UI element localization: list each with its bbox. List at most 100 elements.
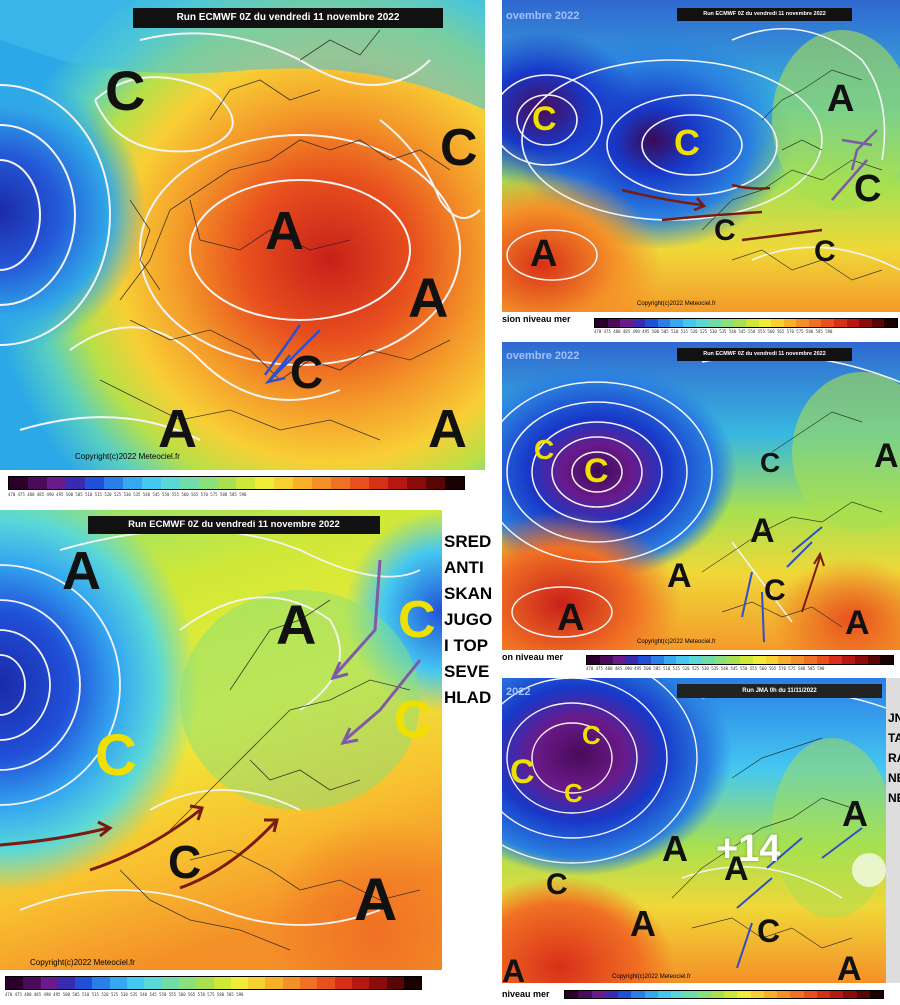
side-text-line: TA — [888, 731, 900, 745]
legend-caption: niveau mer — [502, 989, 550, 999]
colorbar-swatch — [369, 977, 387, 989]
map-title: Run ECMWF 0Z du vendredi 11 novembre 202… — [677, 348, 852, 361]
colorbar-swatch — [737, 991, 751, 998]
colorbar-swatch — [127, 977, 145, 989]
colorbar-ticks: 470 475 480 485 490 495 500 505 510 515 … — [8, 492, 247, 497]
colorbar-swatch — [369, 477, 389, 489]
side-text-line: SKAN — [444, 584, 493, 603]
low-pressure-marker: C — [398, 591, 436, 649]
colorbar-swatch — [103, 477, 123, 489]
high-pressure-marker: A — [530, 233, 558, 275]
colorbar-ticks: 470 475 480 485 490 495 500 505 510 515 … — [586, 666, 825, 671]
side-text-line: SEVE — [444, 662, 490, 681]
side-text-line: I TOP — [444, 636, 489, 655]
colorbar-swatch — [843, 991, 857, 998]
low-pressure-marker: C — [290, 346, 324, 398]
colorbar-swatch — [46, 477, 66, 489]
colorbar-swatch — [444, 477, 464, 489]
colorbar-ticks: 470 475 480 485 490 495 500 505 510 515 … — [5, 992, 244, 997]
legend-caption: on niveau mer — [502, 652, 564, 662]
colorbar-swatch — [386, 977, 404, 989]
map-title: Run ECMWF 0Z du vendredi 11 novembre 202… — [677, 8, 852, 21]
side-text-line: SRED — [444, 532, 492, 551]
colorbar-swatch — [65, 477, 85, 489]
side-text-line: ANTI — [444, 558, 484, 577]
colorbar-swatch — [803, 656, 817, 664]
colorbar-swatch — [161, 977, 179, 989]
colorbar-swatch — [599, 656, 613, 664]
overlay-more-count[interactable]: +14 — [716, 828, 781, 870]
colorbar-swatch — [763, 991, 777, 998]
colorbar-swatch — [650, 656, 664, 664]
high-pressure-marker: A — [837, 950, 862, 988]
colorbar-swatch — [710, 991, 724, 998]
side-text-column: SRED ANTI SKAN JUGO I TOP SEVE HLAD — [444, 529, 500, 711]
colorbar-swatch — [758, 319, 772, 327]
title-fragment: ovembre 2022 — [506, 350, 580, 362]
colorbar-swatch — [644, 991, 658, 998]
high-pressure-marker: A — [557, 597, 585, 639]
colorbar-swatch — [771, 319, 784, 327]
colorbar-swatch — [334, 977, 352, 989]
colorbar-swatch — [92, 977, 110, 989]
colorbar-swatch — [317, 977, 335, 989]
colorbar-swatch — [9, 477, 28, 489]
side-text-line: NE — [888, 791, 900, 805]
colorbar-swatch — [312, 477, 332, 489]
colorbar-swatch — [829, 656, 842, 664]
colorbar-swatch — [871, 319, 885, 327]
map-title: Run JMA 0h du 11/11/2022 — [677, 684, 882, 698]
low-pressure-marker: C — [564, 778, 583, 808]
tile-divider — [485, 0, 502, 508]
colorbar-swatch — [783, 319, 797, 327]
colorbar-swatch — [854, 656, 868, 664]
pressure-map — [502, 678, 886, 983]
high-pressure-marker: A — [158, 399, 197, 459]
colorbar-swatch — [196, 977, 214, 989]
high-pressure-marker: A — [724, 850, 749, 888]
low-pressure-marker: C — [674, 122, 700, 163]
colorbar-swatch — [727, 656, 740, 664]
colorbar-swatch — [274, 477, 294, 489]
colorbar-swatch — [213, 977, 231, 989]
title-fragment: 2022 — [506, 686, 531, 698]
colorbar-swatch — [859, 319, 872, 327]
colorbar-swatch — [331, 477, 351, 489]
low-pressure-marker: C — [760, 447, 781, 478]
colorbar-swatch — [697, 991, 711, 998]
colorbar-swatch — [587, 656, 600, 664]
colorbar-swatch — [350, 477, 370, 489]
side-text-line: JN — [888, 711, 900, 725]
colorbar-swatch — [720, 319, 734, 327]
colorbar-swatch — [689, 656, 702, 664]
low-pressure-marker: C — [440, 119, 478, 177]
high-pressure-marker: A — [845, 604, 870, 642]
map-top-left: Run ECMWF 0Z du vendredi 11 novembre 202… — [0, 0, 485, 508]
colorbar-swatch — [141, 477, 161, 489]
colorbar-swatch — [846, 319, 860, 327]
colorbar-swatch — [160, 477, 180, 489]
low-pressure-marker: C — [532, 100, 557, 138]
pressure-map — [0, 0, 485, 470]
colorbar-swatch — [595, 319, 608, 327]
colorbar-swatch — [750, 991, 764, 998]
colorbar-swatch — [282, 977, 301, 989]
colorbar-swatch — [733, 319, 746, 327]
map-top-right: Run ECMWF 0Z du vendredi 11 novembre 202… — [502, 0, 900, 338]
colorbar-swatch — [671, 991, 685, 998]
colorbar-swatch — [701, 656, 715, 664]
low-pressure-marker: C — [854, 168, 882, 210]
low-pressure-marker: C — [168, 836, 202, 888]
colorbar-swatch — [612, 656, 626, 664]
colorbar-swatch — [388, 477, 408, 489]
side-text-column: JN TA RA NE NE — [888, 708, 900, 808]
colorbar-swatch — [803, 991, 817, 998]
colorbar-swatch — [40, 977, 58, 989]
colorbar-swatch — [84, 477, 104, 489]
colorbar-swatch — [620, 319, 633, 327]
colorbar-swatch — [300, 977, 318, 989]
high-pressure-marker: A — [265, 201, 304, 261]
tile-divider — [0, 508, 500, 510]
colorbar-swatch — [425, 477, 445, 489]
high-pressure-marker: A — [428, 399, 467, 459]
